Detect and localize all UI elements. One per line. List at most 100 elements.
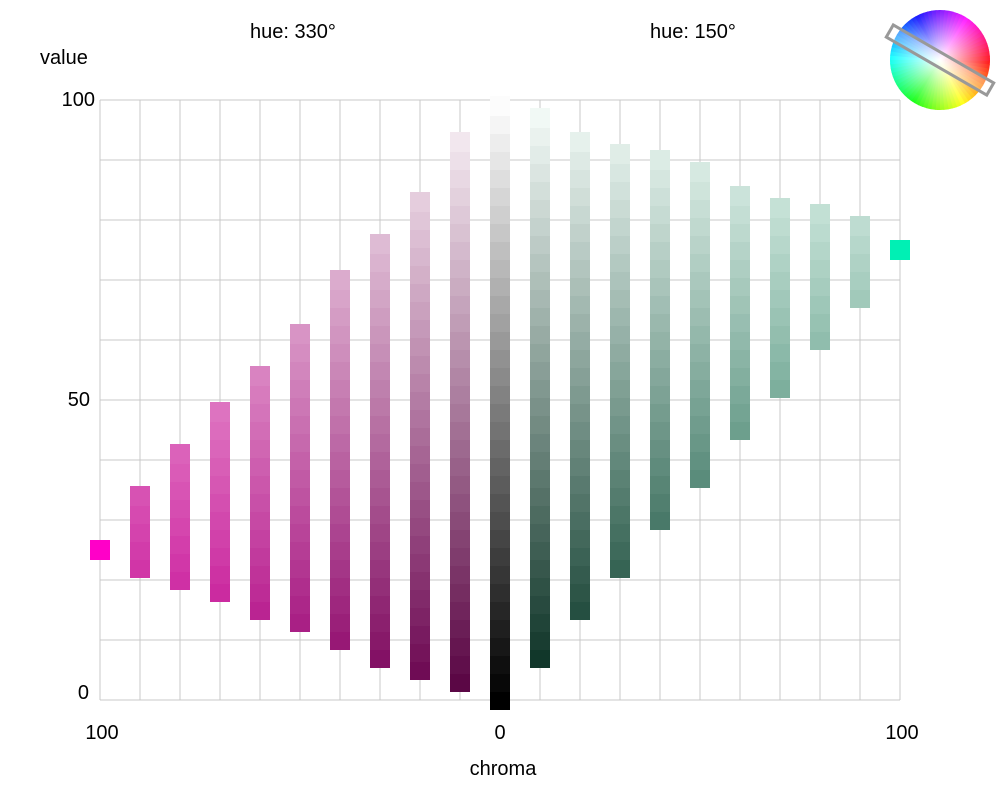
color-swatch <box>650 258 670 278</box>
color-swatch <box>490 294 510 314</box>
color-swatch <box>330 378 350 398</box>
color-swatch <box>690 378 710 398</box>
color-swatch <box>450 636 470 656</box>
color-swatch <box>170 534 190 554</box>
color-swatch <box>170 516 190 536</box>
color-swatch <box>530 198 550 218</box>
color-swatch <box>610 198 630 218</box>
color-swatch <box>810 330 830 350</box>
color-swatch <box>570 420 590 440</box>
color-swatch <box>250 528 270 548</box>
color-swatch <box>370 558 390 578</box>
color-swatch <box>610 540 630 560</box>
color-swatch <box>610 468 630 488</box>
color-swatch <box>370 378 390 398</box>
color-swatch <box>650 222 670 242</box>
color-swatch <box>570 240 590 260</box>
color-swatch <box>370 396 390 416</box>
color-swatch <box>570 384 590 404</box>
color-swatch <box>330 432 350 452</box>
color-swatch <box>130 486 150 506</box>
color-swatch <box>610 342 630 362</box>
color-swatch <box>850 270 870 290</box>
color-swatch <box>610 324 630 344</box>
color-swatch <box>570 582 590 602</box>
color-swatch <box>250 492 270 512</box>
color-swatch <box>450 240 470 260</box>
title-left: hue: 330° <box>250 21 336 43</box>
color-swatch <box>490 564 510 584</box>
color-swatch <box>490 474 510 494</box>
color-swatch <box>210 456 230 476</box>
color-swatch <box>90 540 110 560</box>
color-swatch <box>490 492 510 512</box>
color-swatch <box>490 114 510 134</box>
color-swatch <box>410 444 430 464</box>
color-swatch <box>290 540 310 560</box>
color-swatch <box>330 270 350 290</box>
color-swatch <box>290 342 310 362</box>
color-swatch <box>770 324 790 344</box>
color-swatch <box>450 204 470 224</box>
color-swatch <box>490 276 510 296</box>
color-swatch <box>490 546 510 566</box>
color-swatch <box>370 270 390 290</box>
color-swatch <box>730 222 750 242</box>
color-swatch <box>530 594 550 614</box>
color-swatch <box>330 504 350 524</box>
color-swatch <box>610 270 630 290</box>
color-swatch <box>850 252 870 272</box>
color-swatch <box>810 222 830 242</box>
color-swatch <box>330 540 350 560</box>
color-swatch <box>690 432 710 452</box>
color-swatch <box>650 168 670 188</box>
color-swatch <box>370 468 390 488</box>
color-swatch <box>290 522 310 542</box>
color-swatch <box>570 168 590 188</box>
color-swatch <box>690 198 710 218</box>
color-swatch <box>530 162 550 182</box>
color-swatch <box>690 396 710 416</box>
color-swatch <box>530 450 550 470</box>
color-swatch <box>490 96 510 116</box>
color-swatch <box>570 474 590 494</box>
color-swatch <box>490 654 510 674</box>
color-swatch <box>530 342 550 362</box>
color-swatch <box>530 378 550 398</box>
color-swatch <box>730 204 750 224</box>
color-swatch <box>210 546 230 566</box>
color-swatch <box>810 294 830 314</box>
color-swatch <box>610 396 630 416</box>
color-swatch <box>690 288 710 308</box>
color-swatch <box>130 558 150 578</box>
color-swatch <box>450 276 470 296</box>
color-swatch <box>530 252 550 272</box>
color-swatch <box>410 480 430 500</box>
color-swatch <box>730 348 750 368</box>
color-swatch <box>570 492 590 512</box>
color-swatch <box>530 144 550 164</box>
color-swatch <box>810 276 830 296</box>
color-swatch <box>450 456 470 476</box>
color-swatch <box>370 342 390 362</box>
color-swatch <box>530 180 550 200</box>
color-swatch <box>770 234 790 254</box>
y-axis-label: value <box>40 47 88 69</box>
color-swatch <box>650 186 670 206</box>
color-swatch <box>450 492 470 512</box>
color-swatch <box>770 288 790 308</box>
color-swatch <box>490 366 510 386</box>
color-swatch <box>490 402 510 422</box>
color-swatch <box>490 528 510 548</box>
color-swatch <box>210 420 230 440</box>
hue-wheel-selection <box>884 22 996 98</box>
color-swatch <box>330 360 350 380</box>
color-swatch <box>450 168 470 188</box>
color-swatch <box>570 510 590 530</box>
color-swatch <box>450 600 470 620</box>
color-swatch <box>730 240 750 260</box>
color-swatch <box>570 366 590 386</box>
color-swatch <box>210 582 230 602</box>
color-swatch <box>530 432 550 452</box>
color-swatch <box>450 222 470 242</box>
